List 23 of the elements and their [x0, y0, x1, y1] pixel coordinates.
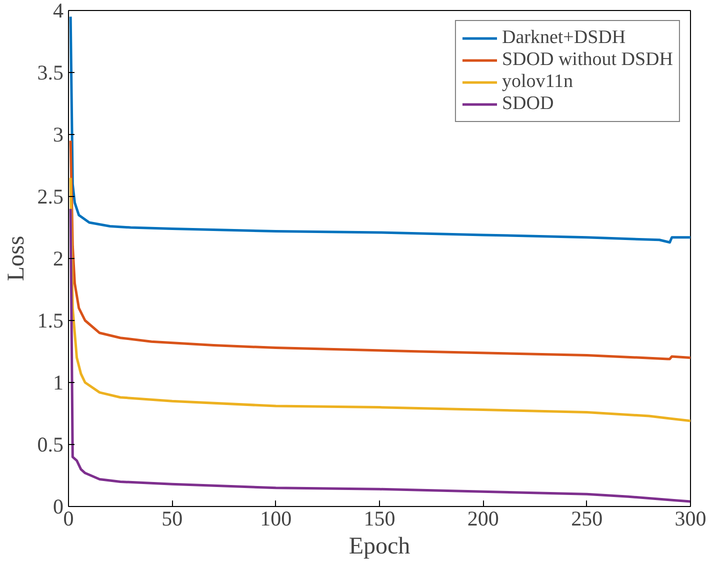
x-tick-label: 150	[364, 506, 396, 530]
x-axis-title: Epoch	[348, 534, 410, 560]
y-tick-label: 4	[53, 0, 64, 22]
line-series	[69, 139, 690, 360]
legend-label: Darknet+DSDH	[502, 27, 626, 49]
y-tick-label: 3.5	[37, 60, 64, 84]
y-tick-label: 2	[53, 246, 64, 270]
x-tick-label: 100	[260, 506, 292, 530]
x-tick-label: 50	[162, 506, 183, 530]
y-axis-title: Loss	[3, 236, 30, 282]
y-tick-label: 1	[53, 370, 64, 394]
legend-label: SDOD	[502, 93, 554, 115]
line-series	[69, 15, 690, 244]
y-tick-label: 1.5	[37, 308, 64, 332]
x-tick-label: 200	[467, 506, 499, 530]
y-tick-label: 3	[53, 122, 64, 146]
legend-label: yolov11n	[502, 71, 574, 93]
line-series	[69, 208, 690, 503]
x-tick-label: 300	[674, 506, 706, 530]
y-tick-label: 2.5	[37, 184, 64, 208]
y-tick-label: 0.5	[37, 432, 64, 456]
legend-label: SDOD without DSDH	[502, 49, 673, 71]
x-tick-label: 250	[571, 506, 603, 530]
